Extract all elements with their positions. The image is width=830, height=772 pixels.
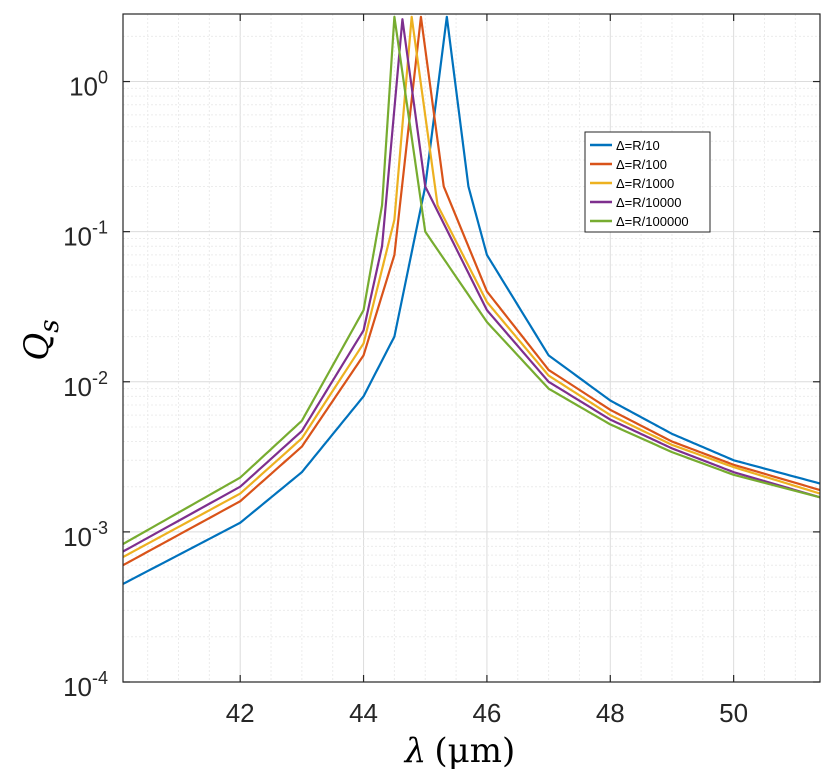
series-line-1: [122, 15, 821, 585]
axis-ticks: [123, 14, 820, 683]
x-axis-label-symbol: λ: [403, 731, 427, 771]
x-axis-label: λ (μm): [403, 731, 515, 771]
y-axis-label-sub: s: [35, 319, 65, 332]
series-line-3: [122, 15, 821, 558]
x-tick-label: 42: [226, 698, 255, 728]
y-tick-label: 100: [69, 68, 108, 102]
grid-lines: [123, 14, 820, 683]
x-tick-label: 44: [349, 698, 378, 728]
y-tick-label-base: 10: [69, 72, 98, 102]
y-tick-label: 10-4: [63, 668, 108, 702]
y-tick-label: 10-2: [63, 368, 108, 402]
legend-label: Δ=R/10000: [616, 195, 681, 210]
y-tick-label-base: 10: [63, 522, 92, 552]
y-axis-label-main: Q: [17, 333, 57, 361]
y-tick-label-base: 10: [63, 672, 92, 702]
y-tick-label-base: 10: [63, 372, 92, 402]
legend-label: Δ=R/100: [616, 157, 667, 172]
legend-label: Δ=R/10: [616, 138, 660, 153]
legend-label: Δ=R/100000: [616, 214, 689, 229]
y-tick-label-exponent: -1: [92, 218, 108, 238]
series-line-4: [122, 18, 821, 553]
legend-items: Δ=R/10 Δ=R/100 Δ=R/1000 Δ=R/10000 Δ=R/100000: [590, 138, 689, 229]
series-layer: [122, 15, 821, 585]
y-axis-label: Qs: [17, 319, 65, 360]
series-line-5: [122, 15, 821, 545]
y-tick-label: 10-3: [63, 518, 108, 552]
legend: Δ=R/10 Δ=R/100 Δ=R/1000 Δ=R/10000 Δ=R/100000: [584, 131, 711, 233]
x-tick-labels: 42 44 46 48 50: [226, 698, 748, 728]
series-line-2: [122, 15, 821, 567]
y-tick-label-exponent: -4: [92, 668, 108, 688]
y-tick-label-exponent: -2: [92, 368, 108, 388]
x-axis-label-unit: (μm): [434, 731, 515, 771]
plot-frame: [122, 13, 821, 683]
y-tick-label: 10-1: [63, 218, 108, 252]
x-tick-label: 50: [719, 698, 748, 728]
y-tick-label-exponent: -3: [92, 518, 108, 538]
legend-label: Δ=R/1000: [616, 176, 674, 191]
y-tick-label-base: 10: [63, 222, 92, 252]
x-tick-label: 48: [596, 698, 625, 728]
x-tick-label: 46: [472, 698, 501, 728]
y-tick-label-exponent: 0: [98, 68, 108, 88]
